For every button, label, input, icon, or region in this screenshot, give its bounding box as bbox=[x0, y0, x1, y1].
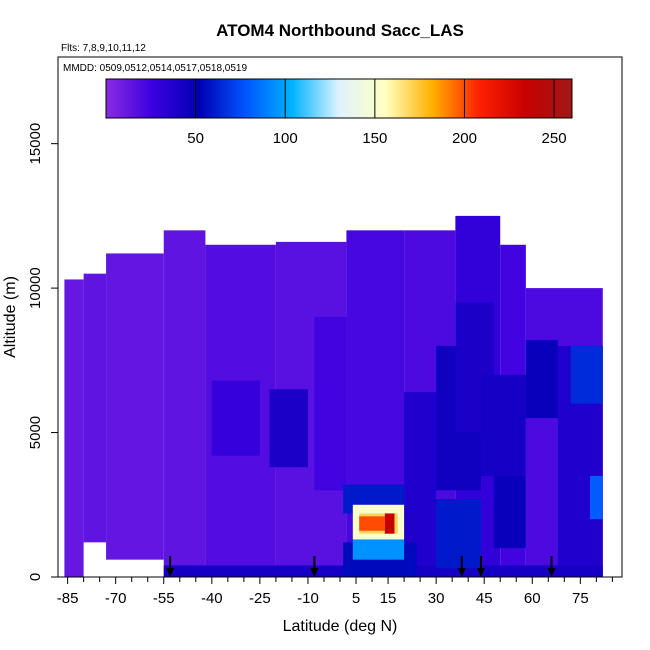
heatmap-cell bbox=[404, 392, 437, 569]
colorbar-fill bbox=[105, 78, 573, 119]
x-tick-label: -40 bbox=[201, 590, 223, 607]
colorbar-tick-label: 250 bbox=[542, 130, 567, 147]
x-tick-label: 75 bbox=[572, 590, 589, 607]
x-tick-label: 45 bbox=[476, 590, 493, 607]
flights-label: Flts: 7,8,9,10,11,12 bbox=[61, 43, 146, 54]
colorbar-tick-label: 50 bbox=[187, 130, 204, 147]
heatmap-cell bbox=[525, 340, 558, 419]
y-tick-label: 10000 bbox=[27, 267, 44, 309]
colorbar-tick-label: 100 bbox=[273, 130, 298, 147]
arrow-head bbox=[477, 568, 485, 577]
y-axis-title: Altitude (m) bbox=[2, 276, 19, 358]
y-axis: 0 5000 10000 15000 bbox=[27, 123, 58, 581]
heatmap-cell bbox=[384, 513, 395, 534]
heatmap-layer bbox=[64, 215, 603, 578]
arrow-head bbox=[310, 568, 319, 577]
heatmap-cell bbox=[352, 539, 405, 560]
chart-title: ATOM4 Northbound Sacc_LAS bbox=[216, 21, 464, 40]
heatmap-cell bbox=[269, 389, 308, 468]
colorbar-tick-label: 150 bbox=[362, 130, 387, 147]
heatmap-cell bbox=[570, 345, 603, 404]
arrow-head bbox=[457, 568, 466, 577]
x-tick-label: 5 bbox=[352, 590, 360, 607]
dates-label: MMDD: 0509,0512,0514,0517,0518,0519 bbox=[63, 63, 247, 74]
arrow-head bbox=[166, 568, 175, 577]
x-tick-label: -10 bbox=[297, 590, 319, 607]
x-axis: -85 -70 -55 -40 -25 -10 5 15 30 45 60 75 bbox=[57, 577, 613, 607]
x-tick-label: -25 bbox=[249, 590, 271, 607]
y-tick-label: 5000 bbox=[27, 416, 44, 449]
heatmap-cell bbox=[64, 279, 84, 577]
x-tick-label: 30 bbox=[428, 590, 445, 607]
heatmap-cell bbox=[106, 253, 164, 560]
x-tick-label: -70 bbox=[105, 590, 127, 607]
y-tick-label: 15000 bbox=[27, 123, 44, 165]
heatmap-cell bbox=[83, 273, 107, 543]
heatmap-cell bbox=[436, 499, 481, 569]
heatmap-cell bbox=[589, 475, 603, 520]
heatmap-cell bbox=[359, 516, 385, 531]
heatmap-cell bbox=[211, 380, 260, 456]
x-tick-label: -55 bbox=[153, 590, 175, 607]
heatmap-cell bbox=[481, 374, 526, 476]
colorbar: 50 100 150 200 250 bbox=[105, 78, 573, 147]
heatmap-cell bbox=[493, 475, 526, 549]
x-tick-label: 60 bbox=[524, 590, 541, 607]
x-axis-title: Latitude (deg N) bbox=[283, 618, 398, 635]
heatmap-cell bbox=[163, 230, 206, 578]
arrow-head bbox=[547, 568, 556, 577]
x-tick-label: 15 bbox=[380, 590, 397, 607]
colorbar-tick-label: 200 bbox=[452, 130, 477, 147]
heatmap-cell bbox=[314, 317, 347, 491]
y-tick-label: 0 bbox=[27, 573, 44, 581]
x-tick-label: -85 bbox=[57, 590, 79, 607]
arrow-markers bbox=[166, 556, 556, 577]
